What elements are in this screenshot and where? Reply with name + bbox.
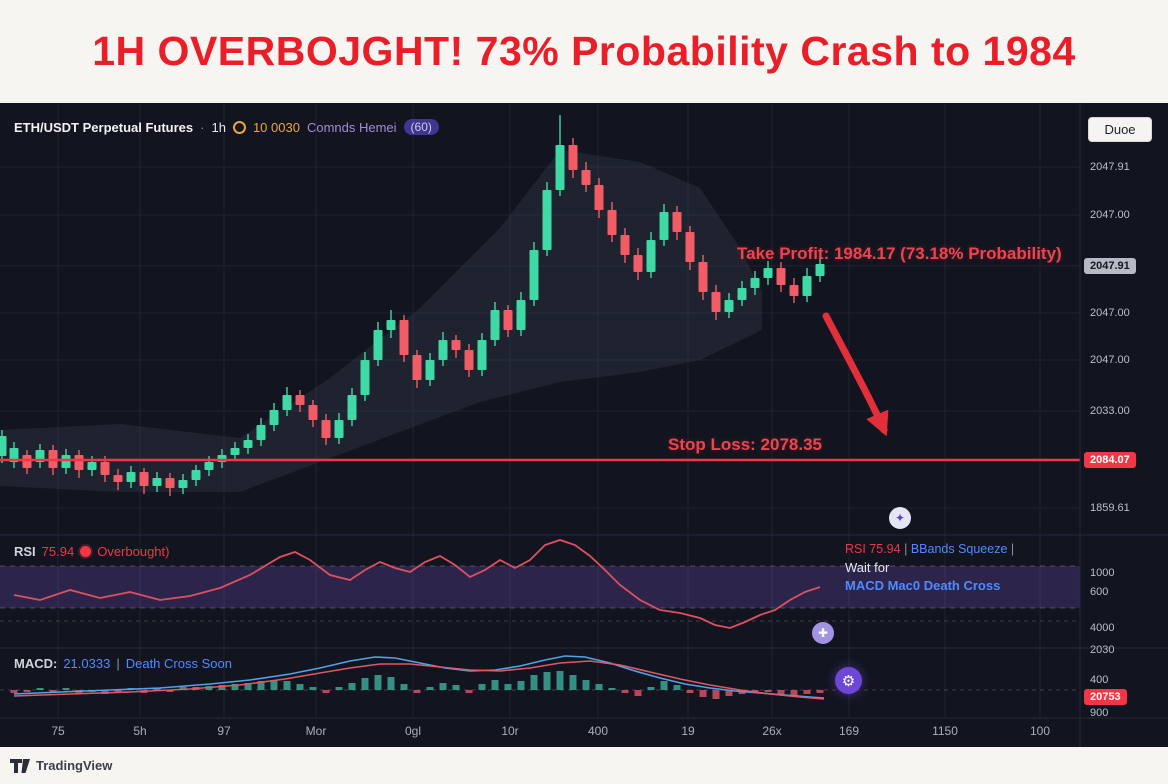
brand-name[interactable]: TradingView <box>36 758 113 773</box>
separator: | <box>904 542 908 556</box>
macd-name: MACD: <box>14 656 58 671</box>
chart-legend: ETH/USDT Perpetual Futures · 1h 10 0030 … <box>14 119 439 135</box>
top-right-button[interactable]: Duoe <box>1088 117 1152 142</box>
indicator-name[interactable]: Comnds Hemei <box>306 119 397 135</box>
rsi-status: Overbought) <box>97 544 170 559</box>
settings-badge-icon[interactable]: ⚙ <box>835 667 862 694</box>
timeframe-label[interactable]: 1h <box>211 119 226 135</box>
symbol-title[interactable]: ETH/USDT Perpetual Futures <box>14 119 194 135</box>
compass-badge-icon[interactable]: ✦ <box>889 507 911 529</box>
separator: | <box>1010 542 1015 556</box>
ohlc-icon <box>232 120 246 134</box>
rsi-legend: RSI 75.94 Overbought) <box>14 544 169 559</box>
separator: | <box>116 656 120 671</box>
rsi-value: 75.94 <box>41 544 75 559</box>
ohlc-values: 10 0030 <box>252 119 300 135</box>
tradingview-logo-icon[interactable] <box>10 758 30 773</box>
plus-badge-icon[interactable]: ✚ <box>812 622 834 644</box>
take-profit-label: Take Profit: 1984.17 (73.18% Probability… <box>737 244 1062 263</box>
headline-banner: 1H OVERBOJGHT! 73% Probability Crash to … <box>0 0 1168 103</box>
overbought-dot-icon <box>80 546 92 557</box>
legend-separator: · <box>200 119 205 135</box>
stop-loss-label: Stop Loss: 2078.35 <box>668 435 823 454</box>
footer-bar: TradingView <box>0 747 1168 784</box>
macd-status: Death Cross Soon <box>125 656 232 671</box>
rsi-name: RSI <box>14 544 36 559</box>
macd-death-cross-label: MACD Mac0 Death Cross <box>845 578 1001 593</box>
rsi-right-value: RSI 75.94 <box>845 542 901 556</box>
bbands-squeeze-label: BBands Squeeze <box>910 542 1008 556</box>
wait-for-label: Wait for <box>845 560 890 575</box>
headline-text: 1H OVERBOJGHT! 73% Probability Crash to … <box>92 28 1076 74</box>
macd-value: 21.0333 <box>63 656 111 671</box>
macd-legend: MACD: 21.0333 | Death Cross Soon <box>14 656 232 671</box>
indicator-badge: (60) <box>403 119 439 135</box>
rsi-right-annotation: RSI 75.94 | BBands Squeeze | Wait for MA… <box>845 542 1014 593</box>
